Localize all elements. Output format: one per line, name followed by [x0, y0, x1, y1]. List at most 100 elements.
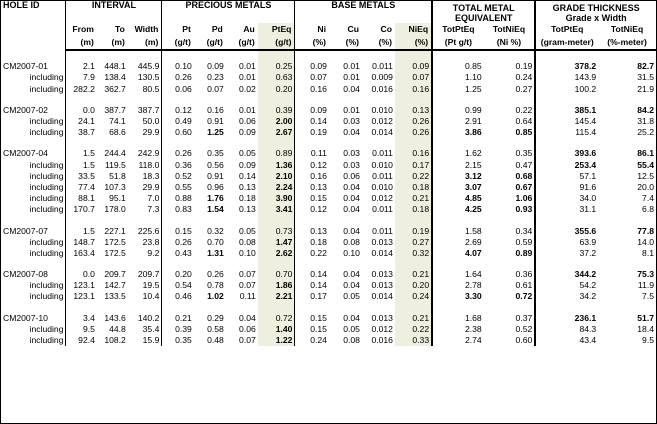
- cell-co: 0.011: [372, 61, 393, 72]
- cell-from: 88.1: [78, 193, 95, 204]
- cell-tot-nieq: 0.68: [483, 170, 537, 182]
- spacer-cell: [535, 259, 598, 269]
- cell-gt-nieq: 18.4: [637, 323, 654, 334]
- cell-ni: 0.07: [310, 72, 327, 83]
- cell-co: 0.012: [371, 116, 393, 127]
- cell-au: 0.09: [239, 159, 256, 170]
- cell-cu: 0.04: [343, 225, 360, 236]
- spacer-cell: [97, 215, 128, 225]
- hole-summary-row: CM2007-08 0.0 209.7 209.7 0.20 0.26 0.07 0.70 0.…: [1, 268, 656, 280]
- cell-from: 282.2: [73, 83, 95, 94]
- spacer-cell: [483, 94, 537, 105]
- cell-pd: 0.32: [207, 225, 224, 236]
- hole-summary-row: CM2007-02 0.0 387.7 387.7 0.12 0.16 0.01 0.39 0.…: [1, 104, 656, 116]
- spacer-cell: [329, 50, 362, 61]
- cell-from: 9.5: [82, 323, 95, 334]
- spacer-cell: [295, 138, 329, 148]
- cell-nieq: 0.21: [394, 312, 434, 324]
- cell-au: 0.18: [239, 193, 256, 204]
- cell-pteq: 0.89: [257, 148, 296, 160]
- interval-header: INTERVAL: [65, 1, 163, 23]
- cell-pteq: 0.39: [257, 104, 296, 116]
- cell-gt-pteq: 43.4: [579, 335, 597, 346]
- cell-to: 138.4: [104, 72, 126, 83]
- cell-pd: 1.25: [207, 127, 224, 138]
- col-unit-tot-nieq: (Ni %): [483, 36, 537, 51]
- col-unit-nieq: (%): [394, 36, 434, 51]
- cell-pd: 0.78: [207, 280, 224, 291]
- spacer-cell: [598, 259, 656, 269]
- including-label: including: [1, 323, 67, 335]
- spacer-cell: [598, 95, 656, 105]
- cell-width: 35.4: [127, 323, 163, 335]
- cell-gt-pteq: 34.0: [579, 193, 597, 204]
- cell-pd: 0.56: [207, 159, 224, 170]
- cell-width: 19.5: [127, 280, 163, 292]
- cell-pd: 0.96: [207, 181, 224, 192]
- cell-pd: 0.91: [207, 116, 224, 127]
- cell-tot-nieq: 0.37: [483, 312, 537, 324]
- spacer-cell: [394, 302, 434, 313]
- cell-tot-nieq: 0.19: [483, 61, 537, 73]
- cell-to: 142.7: [104, 280, 126, 291]
- cell-tot-pteq: 3.30: [464, 291, 482, 302]
- cell-nieq: 0.18: [394, 181, 434, 193]
- cell-from: 0.0: [82, 269, 95, 280]
- cell-to: 44.8: [109, 323, 126, 334]
- cell-ni: 0.16: [310, 170, 327, 181]
- cell-gt-nieq: 20.0: [637, 181, 654, 192]
- cell-ni: 0.18: [310, 236, 327, 247]
- cell-gt-nieq: 77.8: [637, 225, 654, 236]
- including-row: including 282.2 362.7 80.5 0.06 0.07 0.02 0.20 0…: [1, 83, 656, 95]
- spacer-cell: [432, 215, 484, 225]
- col-unit-pd: (g/t): [193, 36, 226, 51]
- cell-tot-nieq: 0.22: [483, 104, 537, 116]
- spacer-cell: [329, 95, 362, 105]
- cell-tot-pteq: 4.85: [464, 193, 482, 204]
- cell-width: 225.6: [127, 225, 163, 237]
- cell-gt-nieq: 21.9: [637, 83, 654, 94]
- cell-pteq: 0.25: [257, 61, 296, 73]
- col-unit-to: (m): [96, 36, 128, 51]
- spacer-cell: [295, 215, 329, 225]
- cell-co: 0.016: [371, 335, 393, 346]
- cell-from: 1.5: [82, 225, 95, 236]
- spacer-cell: [394, 138, 434, 149]
- cell-pd: 0.23: [207, 72, 224, 83]
- spacer-cell: [432, 50, 484, 61]
- hole-id-cell: CM2007-08: [1, 268, 67, 280]
- cell-tot-pteq: 1.62: [464, 148, 482, 159]
- cell-width: 23.8: [127, 236, 163, 248]
- cell-tot-nieq: 0.85: [483, 126, 537, 139]
- col-unit-pteq: (g/t): [257, 36, 296, 51]
- spacer-cell: [257, 50, 296, 61]
- col-header-width: Width: [127, 23, 163, 36]
- including-label: including: [1, 236, 67, 248]
- cell-co: 0.014: [371, 291, 393, 302]
- cell-width: 10.4: [127, 291, 163, 303]
- cell-cu: 0.03: [343, 116, 360, 127]
- cell-nieq: 0.07: [394, 72, 434, 84]
- col-header-co: Co: [380, 24, 392, 35]
- cell-nieq: 0.09: [394, 61, 434, 73]
- spacer-cell: [329, 302, 362, 312]
- cell-pteq: 1.22: [257, 334, 296, 346]
- cell-tot-pteq: 1.68: [464, 312, 482, 323]
- cell-gt-pteq: 31.1: [579, 204, 597, 215]
- cell-tot-nieq: 0.64: [483, 115, 537, 127]
- cell-ni: 0.13: [310, 225, 327, 236]
- col-header-pd: Pd: [211, 24, 223, 35]
- cell-gt-nieq: 31.5: [637, 72, 654, 83]
- cell-tot-nieq: 0.72: [483, 291, 537, 303]
- col-unit-tot-pteq: (Pt g/t): [432, 36, 484, 51]
- spacer-cell: [362, 50, 395, 61]
- cell-ni: 0.17: [310, 291, 327, 302]
- cell-cu: 0.03: [343, 159, 360, 170]
- col-header-gt-nieq: TotNiEq: [610, 24, 644, 35]
- hole-id-cell: CM2007-02: [1, 104, 67, 116]
- cell-au: 0.07: [239, 269, 256, 280]
- cell-gt-pteq: 100.2: [574, 83, 597, 94]
- cell-nieq: 0.21: [394, 192, 434, 205]
- cell-to: 95.1: [109, 193, 126, 204]
- cell-pd: 0.70: [207, 236, 224, 247]
